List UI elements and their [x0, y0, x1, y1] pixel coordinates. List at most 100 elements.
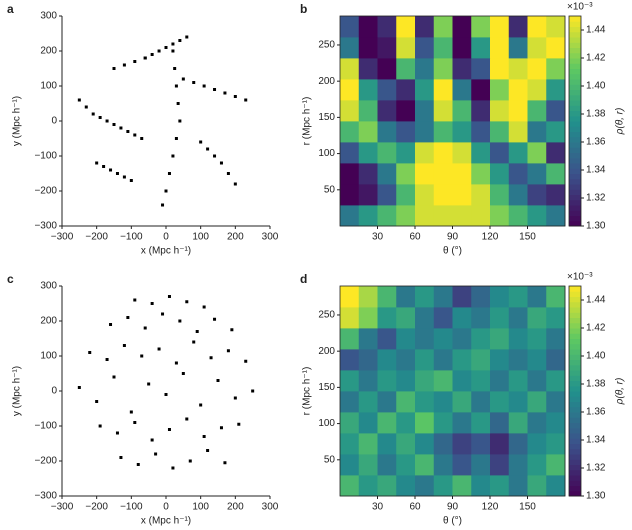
y-tick-label: 0	[51, 386, 57, 397]
x-tick-label: −300	[51, 232, 74, 243]
y-tick-label: −300	[34, 491, 57, 502]
point	[233, 95, 237, 98]
x-tick-label: 150	[519, 232, 536, 243]
heatmap-cell	[433, 412, 453, 434]
heatmap-cell	[396, 121, 416, 143]
heatmap-cell	[471, 184, 491, 206]
colorbar-segment	[569, 490, 581, 497]
heatmap-cell	[396, 391, 416, 413]
heatmap-cell	[377, 121, 397, 143]
heatmap-cell	[452, 205, 472, 227]
point	[136, 463, 140, 466]
heatmap-cell	[508, 433, 528, 455]
heatmap-cell	[471, 328, 491, 350]
heatmap-cell	[490, 433, 510, 455]
point	[174, 361, 178, 365]
heatmap-cell	[396, 16, 416, 38]
heatmap-cell	[471, 307, 491, 329]
heatmap-cell	[415, 349, 435, 371]
heatmap-cell	[527, 349, 547, 371]
heatmap-cell	[490, 121, 510, 143]
heatmap-cell	[358, 163, 378, 185]
heatmap-cell	[415, 37, 435, 59]
heatmap-cell	[471, 370, 491, 392]
y-axis-label: y (Mpc h⁻¹)	[12, 366, 23, 416]
heatmap-cell	[433, 205, 453, 227]
point	[115, 172, 119, 175]
colorbar-segment	[569, 73, 581, 80]
heatmap-cell	[508, 328, 528, 350]
heatmap-cell	[358, 184, 378, 206]
point	[150, 302, 154, 305]
colorbar-segment	[569, 286, 581, 292]
heatmap-cell	[358, 58, 378, 80]
heatmap-cell	[358, 475, 378, 497]
heatmap-cell	[527, 433, 547, 455]
heatmap-cell	[340, 412, 360, 434]
heatmap-cell	[471, 349, 491, 371]
colorbar-segment	[569, 110, 581, 117]
heatmap-cell	[396, 58, 416, 80]
heatmap-cell	[396, 349, 416, 371]
heatmap-cell	[452, 163, 472, 185]
colorbar-segment	[569, 412, 581, 418]
y-tick-label: −300	[34, 221, 57, 232]
point	[181, 372, 185, 375]
colorbar-segment	[569, 322, 581, 329]
heatmap-cell	[358, 79, 378, 101]
y-tick-label: −200	[34, 456, 57, 467]
heatmap-cell	[358, 205, 378, 227]
heatmap-cell	[452, 286, 472, 308]
heatmap-cell	[396, 454, 416, 476]
heatmap-cell	[396, 79, 416, 101]
heatmap-cell	[433, 142, 453, 164]
heatmap-cell	[433, 121, 453, 143]
heatmap-cell	[452, 454, 472, 476]
heatmap-cell	[433, 349, 453, 371]
colorbar-tick-label: 1.36	[586, 137, 606, 148]
heatmap-cell	[546, 433, 566, 455]
colorbar-segment	[569, 406, 581, 413]
colorbar-segment	[569, 427, 581, 434]
x-axis-label: x (Mpc h⁻¹)	[141, 516, 191, 527]
point	[140, 137, 144, 140]
colorbar-segment	[569, 58, 581, 64]
heatmap-cell	[433, 307, 453, 329]
point	[195, 330, 199, 333]
x-tick-label: 200	[227, 232, 244, 243]
heatmap-cell	[415, 307, 435, 329]
heatmap-cell	[527, 205, 547, 227]
heatmap-cell	[358, 454, 378, 476]
point	[112, 123, 116, 126]
heatmap-cell	[490, 16, 510, 38]
heatmap-cell	[433, 370, 453, 392]
colorbar-tick-label: 1.30	[586, 491, 606, 502]
heatmap-cell	[546, 205, 566, 227]
heatmap-cell	[508, 475, 528, 497]
point	[206, 147, 210, 151]
heatmap-cell	[358, 121, 378, 143]
heatmap-cell	[396, 370, 416, 392]
point	[192, 340, 196, 344]
point	[199, 403, 203, 407]
heatmap-cell	[508, 79, 528, 101]
heatmap-cell	[377, 163, 397, 185]
heatmap-cell	[471, 58, 491, 80]
point	[129, 410, 133, 414]
point	[174, 137, 178, 140]
point	[112, 67, 116, 70]
heatmap-cell	[396, 412, 416, 434]
colorbar-segment	[569, 307, 581, 313]
heatmap-cell	[490, 184, 510, 206]
heatmap-cell	[415, 184, 435, 206]
heatmap-cell	[527, 391, 547, 413]
y-axis-label: r (Mpc h⁻¹)	[302, 97, 313, 146]
heatmap-cell	[508, 370, 528, 392]
point	[192, 81, 196, 84]
colorbar-segment	[569, 63, 581, 69]
x-axis-label: x (Mpc h⁻¹)	[141, 246, 191, 257]
heatmap-cell	[377, 58, 397, 80]
y-tick-label: 250	[318, 40, 335, 51]
y-tick-label: 200	[40, 316, 57, 327]
point	[154, 452, 158, 456]
